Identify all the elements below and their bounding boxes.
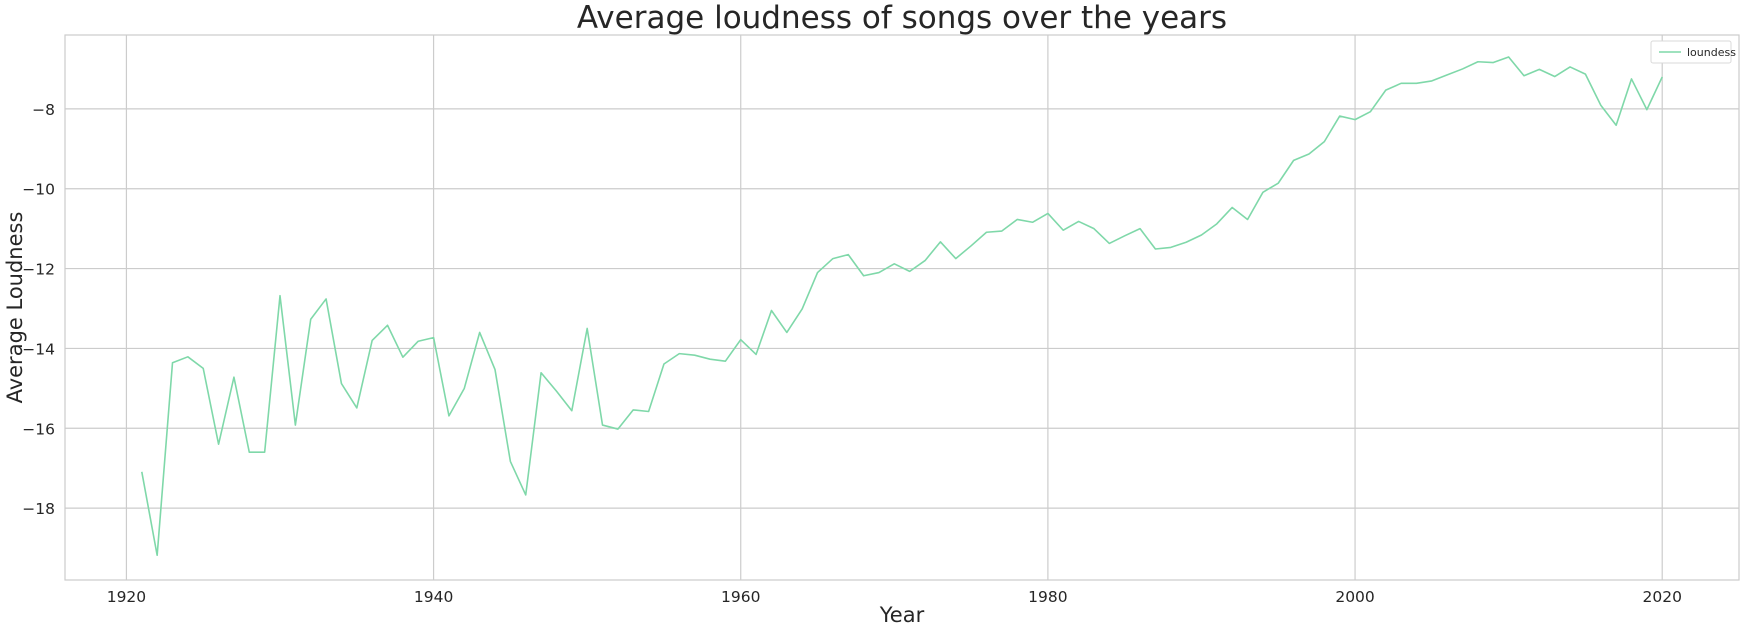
- y-tick-label: −18: [22, 500, 55, 518]
- x-axis-label: Year: [879, 603, 925, 627]
- legend-label: loundess: [1687, 46, 1736, 59]
- y-tick-label: −12: [22, 261, 55, 279]
- series-line: [141, 56, 1663, 557]
- legend-box: [1650, 40, 1732, 64]
- plot-frame: [64, 34, 1740, 581]
- y-tick-label: −10: [22, 181, 55, 199]
- chart-title: Average loudness of songs over the years: [577, 0, 1227, 36]
- legend: loundess: [1650, 40, 1736, 64]
- x-tick-label: 1960: [721, 588, 760, 606]
- x-tick-label: 2000: [1335, 588, 1374, 606]
- series-lines: [141, 56, 1663, 557]
- x-tick-label: 2020: [1642, 588, 1681, 606]
- gridlines: [65, 35, 1739, 580]
- y-tick-label: −14: [22, 340, 55, 358]
- x-tick-label: 1980: [1028, 588, 1067, 606]
- tick-labels: 1920 1940 1960 1980 2000 2020 −18 −16 −14 −12 −10 −…: [22, 101, 1682, 606]
- x-tick-label: 1940: [414, 588, 453, 606]
- y-tick-label: −16: [22, 420, 55, 438]
- y-axis-label: Average Loudness: [3, 212, 27, 404]
- y-tick-label: −8: [32, 101, 55, 119]
- x-tick-label: 1920: [107, 588, 146, 606]
